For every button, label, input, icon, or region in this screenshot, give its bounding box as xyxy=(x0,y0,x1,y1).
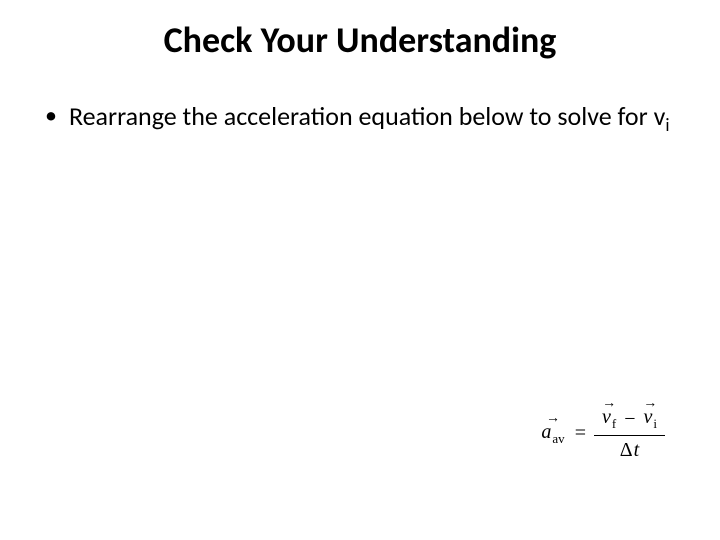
bullet-list: • Rearrange the acceleration equation be… xyxy=(0,100,720,137)
equation-minus: − xyxy=(624,408,635,431)
equation-num-term1: → vf xyxy=(602,406,616,432)
vector-arrow-icon: → xyxy=(546,411,560,427)
acceleration-equation: → aav = → vf − → vi Δt xyxy=(539,402,665,465)
equation-lhs-sub: av xyxy=(552,431,564,446)
equation-num-sub1: f xyxy=(612,416,616,431)
equation-lhs: → aav xyxy=(541,421,564,447)
bullet-text-main: Rearrange the acceleration equation belo… xyxy=(69,100,665,132)
equation-fraction: → vf − → vi Δt xyxy=(594,402,665,465)
vector-arrow-icon: → xyxy=(643,396,657,412)
equation-num-sub2: i xyxy=(653,416,657,431)
equation-container: → aav = → vf − → vi Δt xyxy=(539,402,665,465)
bullet-marker: • xyxy=(45,100,57,131)
equation-den-var: t xyxy=(634,439,640,462)
equation-num-term2: → vi xyxy=(643,406,657,432)
equation-numerator: → vf − → vi xyxy=(594,402,665,436)
equation-denominator: Δt xyxy=(614,436,645,465)
vector-arrow-icon: → xyxy=(602,396,616,412)
equation-equals: = xyxy=(575,422,586,445)
bullet-text: Rearrange the acceleration equation belo… xyxy=(69,100,670,137)
equation-delta: Δ xyxy=(620,439,633,462)
bullet-text-subscript: i xyxy=(665,114,669,136)
bullet-item-1: • Rearrange the acceleration equation be… xyxy=(45,100,690,137)
slide-title: Check Your Understanding xyxy=(0,0,720,62)
